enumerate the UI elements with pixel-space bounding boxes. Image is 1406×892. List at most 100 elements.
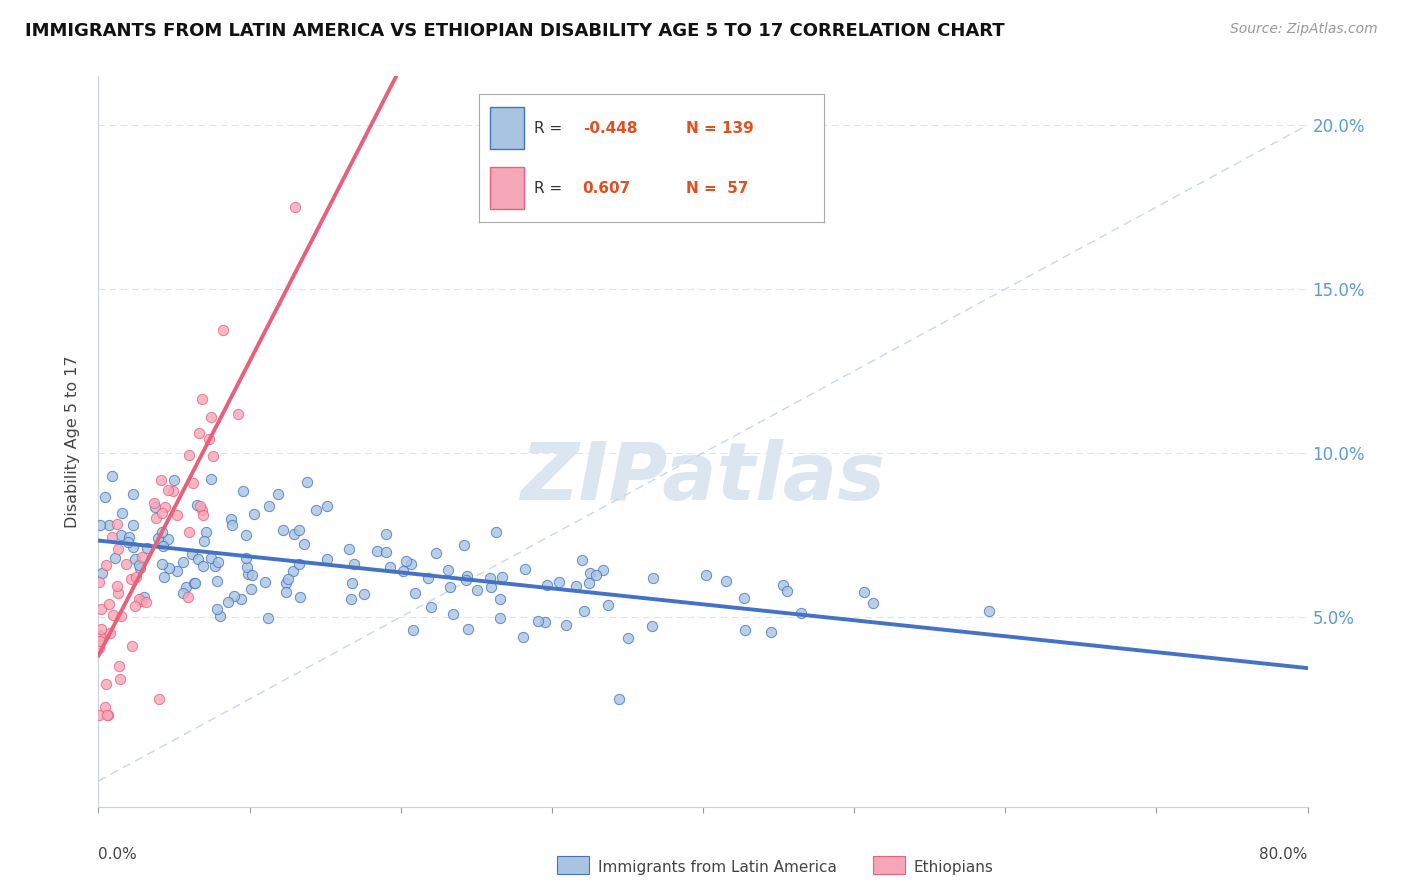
Point xyxy=(124,599,146,614)
Point xyxy=(287,557,309,571)
Point xyxy=(150,557,173,571)
Point xyxy=(254,575,277,590)
Point xyxy=(238,567,260,582)
Point xyxy=(186,498,208,512)
Point xyxy=(202,450,225,464)
Point xyxy=(98,626,121,640)
Point xyxy=(337,542,360,557)
Point xyxy=(121,517,143,532)
Point xyxy=(135,541,157,556)
Point xyxy=(219,512,242,526)
Point xyxy=(153,500,176,515)
Point xyxy=(572,604,595,618)
Point xyxy=(101,608,124,623)
Point xyxy=(465,582,488,597)
Point xyxy=(195,525,218,540)
Point xyxy=(101,530,124,544)
Point xyxy=(188,499,211,513)
Point xyxy=(456,568,478,582)
Point xyxy=(536,578,558,592)
Point xyxy=(200,550,222,565)
Point xyxy=(488,592,510,607)
Point xyxy=(107,585,129,599)
Point xyxy=(97,597,120,611)
Point xyxy=(585,568,607,582)
Point xyxy=(191,392,214,406)
Point xyxy=(120,572,142,586)
Point xyxy=(598,599,620,613)
Point xyxy=(479,580,502,594)
Point xyxy=(555,618,578,632)
Point xyxy=(733,591,755,606)
Point xyxy=(240,582,263,596)
Point xyxy=(305,503,328,517)
Text: 80.0%: 80.0% xyxy=(1260,847,1308,863)
Point xyxy=(437,563,460,577)
Point xyxy=(277,572,299,586)
Point xyxy=(128,561,150,575)
Point xyxy=(734,623,756,637)
Point xyxy=(374,545,396,559)
Point xyxy=(353,587,375,601)
Point xyxy=(205,602,228,616)
Point xyxy=(204,559,226,574)
Point xyxy=(578,575,600,590)
Point xyxy=(316,500,339,514)
Point xyxy=(177,448,200,462)
Point xyxy=(121,640,143,654)
Text: ZIPatlas: ZIPatlas xyxy=(520,439,886,517)
Point xyxy=(294,537,316,551)
Point xyxy=(181,547,204,561)
Point xyxy=(240,567,263,582)
Point xyxy=(852,584,875,599)
Text: IMMIGRANTS FROM LATIN AMERICA VS ETHIOPIAN DISABILITY AGE 5 TO 17 CORRELATION CH: IMMIGRANTS FROM LATIN AMERICA VS ETHIOPI… xyxy=(25,22,1005,40)
Point xyxy=(404,586,426,600)
Point xyxy=(134,590,156,604)
Point xyxy=(229,592,252,607)
Point xyxy=(128,592,150,607)
Point xyxy=(181,476,204,491)
Point xyxy=(271,523,294,537)
Point xyxy=(402,624,425,638)
Point xyxy=(125,570,148,584)
Point xyxy=(374,527,396,541)
Point xyxy=(117,535,139,549)
Text: Immigrants from Latin America: Immigrants from Latin America xyxy=(598,860,837,874)
Point xyxy=(89,629,111,643)
Point xyxy=(111,506,134,520)
Point xyxy=(193,508,215,522)
Point xyxy=(454,573,477,587)
Point xyxy=(90,566,112,581)
Point xyxy=(776,583,799,598)
Point xyxy=(188,426,211,441)
Point xyxy=(179,525,201,540)
Point xyxy=(110,527,132,541)
FancyBboxPatch shape xyxy=(873,856,905,874)
Point xyxy=(419,600,441,615)
Point xyxy=(157,561,180,575)
Point xyxy=(176,580,198,594)
Point xyxy=(183,576,205,591)
Point xyxy=(485,524,508,539)
Point xyxy=(156,532,179,546)
Point xyxy=(177,591,200,605)
Point xyxy=(862,596,884,610)
Point xyxy=(193,533,215,548)
Point xyxy=(143,496,166,510)
Point xyxy=(101,469,124,483)
Point xyxy=(184,576,207,591)
Y-axis label: Disability Age 5 to 17: Disability Age 5 to 17 xyxy=(65,355,80,528)
Point xyxy=(128,558,150,572)
Point xyxy=(217,595,239,609)
Point xyxy=(235,527,257,541)
Point xyxy=(478,571,501,585)
Point xyxy=(340,591,363,606)
Point xyxy=(759,624,782,639)
Point xyxy=(90,622,112,636)
Point xyxy=(90,602,112,616)
Point xyxy=(97,708,120,723)
Point xyxy=(187,552,209,566)
Point xyxy=(399,557,422,571)
Point xyxy=(148,692,170,706)
Point xyxy=(977,605,1000,619)
